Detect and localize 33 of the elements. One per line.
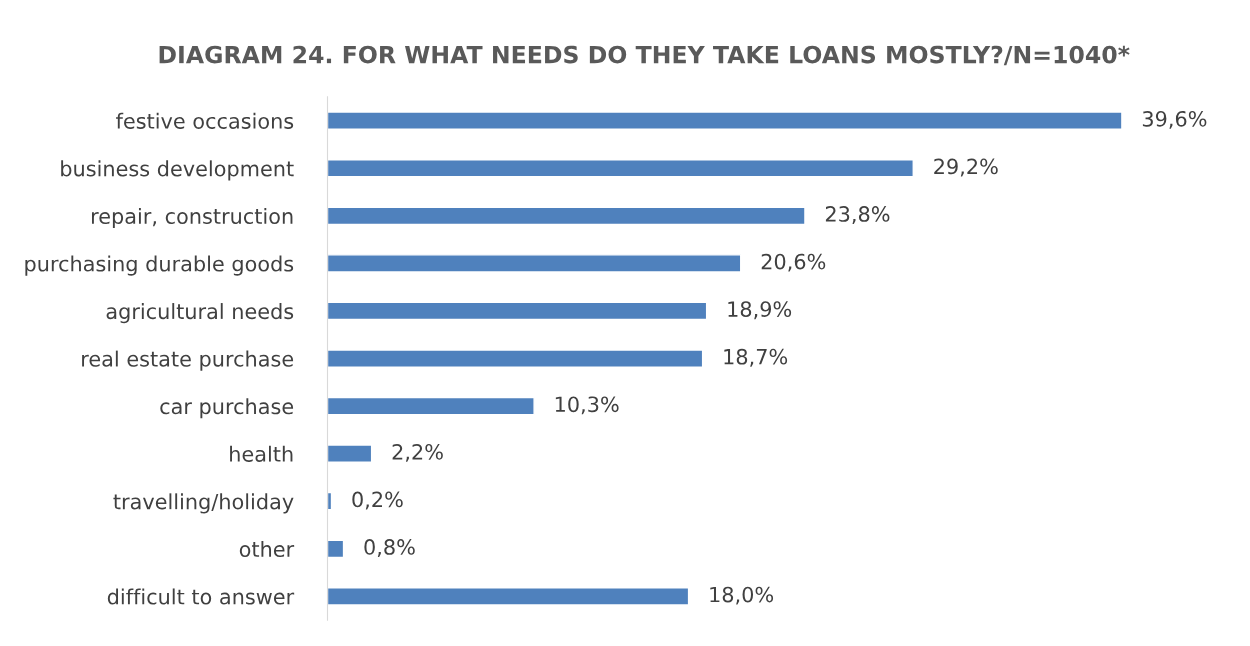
y-tick-label: business development [61,160,294,181]
bar [327,206,806,226]
data-label: 2,2% [392,443,443,462]
data-label: 0,2% [352,491,403,510]
y-tick-label: health [230,445,293,462]
y-tick-label: agricultural needs [106,303,294,324]
chart-title: DIAGRAM 24. FOR WHAT NEEDS DO THEY TAKE LOANS MOSTLY?/N=1040* [159,45,1130,66]
data-label: 39,6% [1142,110,1207,129]
data-label: 18,7% [724,348,788,367]
bar [327,349,704,368]
bar [327,444,373,463]
data-label: 0,8% [364,539,415,557]
bar [327,158,914,178]
data-label: 18,9% [728,301,792,320]
y-tick-label: travelling/holiday [113,493,294,514]
y-tick-label: difficult to answer [107,588,295,605]
bar [327,111,1123,130]
data-label: 23,8% [825,206,890,224]
bar [327,301,708,321]
data-label: 10,3% [555,396,619,415]
data-label: 29,2% [934,158,998,177]
data-label: 18,0% [710,586,774,605]
y-tick-label: car purchase [160,398,294,419]
y-tick-label: other [239,540,295,558]
y-tick-label: purchasing durable goods [25,255,294,276]
data-label: 20,6% [761,253,826,272]
y-tick-label: festive occasions [116,112,294,129]
bar [327,396,535,416]
bar [327,539,345,559]
bar [327,254,742,273]
y-tick-label: real estate purchase [82,350,294,371]
y-tick-label: repair, construction [92,207,293,229]
bar [327,587,690,606]
